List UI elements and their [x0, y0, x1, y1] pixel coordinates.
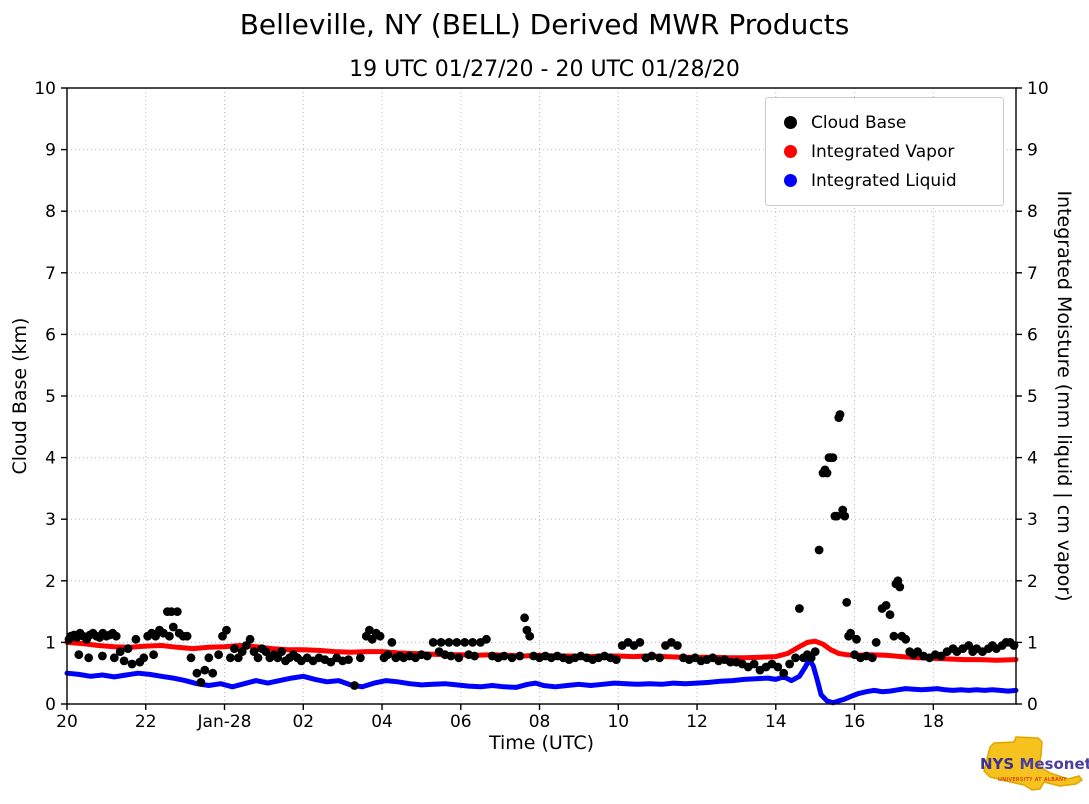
legend-marker-icon [784, 116, 797, 129]
svg-text:6: 6 [45, 325, 56, 345]
x-axis-label: Time (UTC) [488, 732, 595, 754]
svg-text:9: 9 [1027, 141, 1038, 161]
svg-text:08: 08 [529, 712, 551, 732]
svg-text:06: 06 [450, 712, 472, 732]
nys-mesonet-logo: NYS Mesonet UNIVERSITY AT ALBANY [980, 733, 1089, 801]
logo-subtext: UNIVERSITY AT ALBANY [998, 777, 1067, 783]
series-integrated-liquid [64, 657, 1019, 706]
svg-text:8: 8 [45, 202, 56, 222]
svg-text:10: 10 [607, 712, 629, 732]
svg-text:16: 16 [844, 712, 866, 732]
svg-text:18: 18 [922, 712, 944, 732]
svg-text:02: 02 [292, 712, 314, 732]
legend-item: Integrated Vapor [784, 137, 993, 166]
ny-state-shape [983, 736, 1084, 791]
svg-text:0: 0 [1027, 695, 1038, 715]
legend-marker-icon [784, 145, 797, 158]
logo-text: NYS Mesonet [980, 755, 1089, 773]
legend-item: Cloud Base [784, 108, 993, 137]
svg-text:8: 8 [1027, 202, 1038, 222]
y-axis-label-right: Integrated Moisture (mm liquid | cm vapo… [1053, 190, 1075, 602]
svg-text:6: 6 [1027, 325, 1038, 345]
legend-item: Integrated Liquid [784, 166, 993, 195]
svg-text:4: 4 [45, 449, 56, 469]
svg-text:2: 2 [45, 572, 56, 592]
svg-text:2: 2 [1027, 572, 1038, 592]
chart-subtitle: 19 UTC 01/27/20 - 20 UTC 01/28/20 [349, 57, 740, 82]
svg-text:9: 9 [45, 141, 56, 161]
legend-label: Integrated Vapor [811, 141, 955, 162]
svg-text:7: 7 [1027, 264, 1038, 284]
svg-text:Jan-28: Jan-28 [197, 712, 252, 732]
svg-text:1: 1 [45, 633, 56, 653]
svg-text:10: 10 [1027, 79, 1049, 99]
logo-mesonet: Mesonet [1019, 755, 1089, 773]
x-ticks: 20 22 Jan-28 02 04 06 08 10 12 14 16 18 [56, 704, 944, 732]
svg-text:04: 04 [371, 712, 393, 732]
svg-text:12: 12 [686, 712, 708, 732]
svg-text:4: 4 [1027, 449, 1038, 469]
legend: Cloud Base Integrated Vapor Integrated Liq… [765, 97, 1004, 206]
legend-label: Cloud Base [811, 112, 907, 133]
chart-title: Belleville, NY (BELL) Derived MWR Produc… [239, 8, 850, 41]
svg-text:14: 14 [765, 712, 787, 732]
svg-text:5: 5 [1027, 387, 1038, 407]
svg-text:5: 5 [45, 387, 56, 407]
svg-text:20: 20 [56, 712, 78, 732]
y-axis-label-left: Cloud Base (km) [9, 317, 31, 475]
svg-text:10: 10 [34, 79, 56, 99]
svg-text:0: 0 [45, 695, 56, 715]
svg-text:1: 1 [1027, 633, 1038, 653]
legend-label: Integrated Liquid [811, 170, 957, 191]
logo-nys: NYS [980, 755, 1015, 773]
y-ticks: 0 0 1 1 2 2 3 3 4 4 5 5 6 6 7 7 8 8 9 9 10 10 [34, 79, 1048, 715]
svg-text:3: 3 [45, 510, 56, 530]
legend-marker-icon [784, 174, 797, 187]
svg-text:3: 3 [1027, 510, 1038, 530]
svg-text:7: 7 [45, 264, 56, 284]
svg-text:22: 22 [135, 712, 157, 732]
